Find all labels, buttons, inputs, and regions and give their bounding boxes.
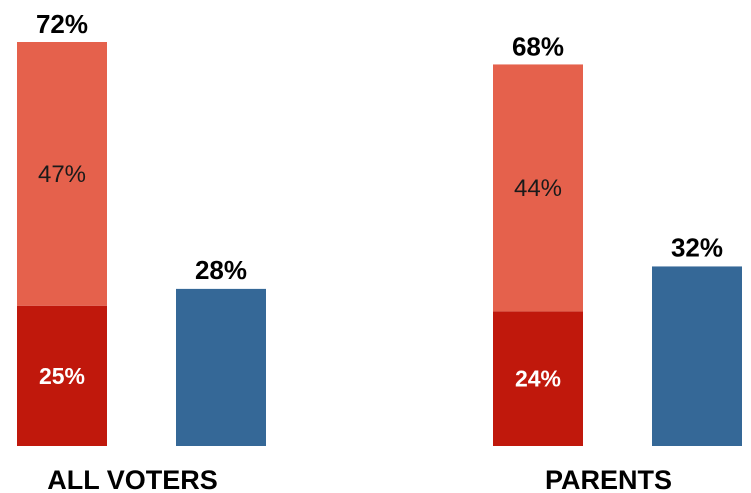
category-label-all-voters: ALL VOTERS (47, 465, 218, 493)
data-label-all-voters-light: 47% (38, 161, 86, 188)
data-label-all-voters-blue: 28% (195, 255, 247, 285)
bar-parents-dark-segment (493, 311, 583, 446)
data-label-all-voters-total: 72% (36, 9, 88, 39)
data-label-parents-blue: 32% (671, 232, 723, 262)
bar-all-voters-light-segment (17, 42, 107, 306)
bar-all-voters-blue (176, 288, 266, 446)
bar-all-voters-dark-segment (17, 305, 107, 446)
bar-parents-light-segment (493, 64, 583, 312)
data-label-all-voters-dark: 25% (39, 363, 85, 389)
data-label-parents-total: 68% (512, 31, 564, 61)
bar-parents-blue (652, 266, 742, 446)
data-label-parents-dark: 24% (515, 366, 561, 392)
category-label-parents: PARENTS (545, 465, 672, 493)
data-label-parents-light: 44% (514, 175, 562, 202)
